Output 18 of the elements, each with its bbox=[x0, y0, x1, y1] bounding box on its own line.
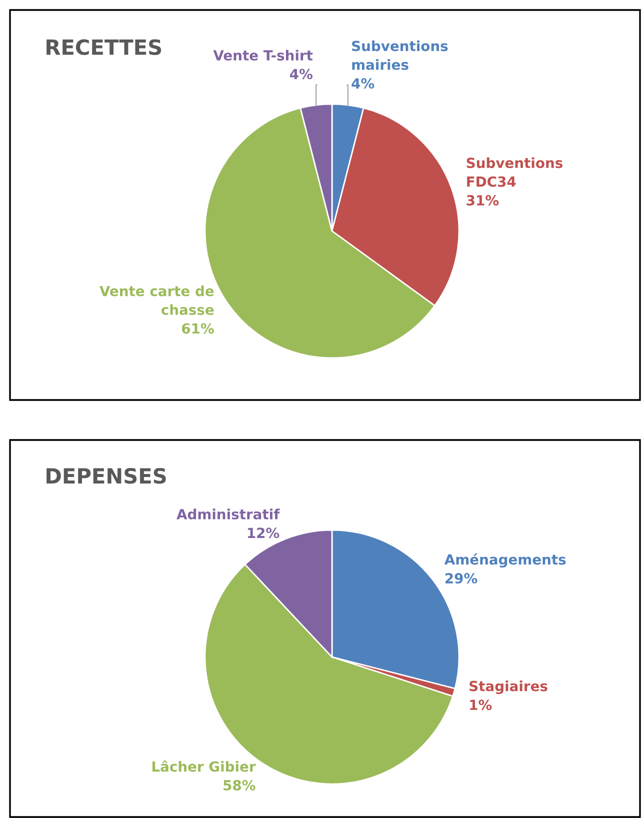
slice-label: Vente T-shirt bbox=[213, 50, 313, 61]
slice-label: Subventions FDC34 bbox=[466, 157, 562, 187]
chart-title: DEPENSES bbox=[46, 468, 166, 484]
data-label: 4% bbox=[290, 68, 313, 80]
data-label: 1% bbox=[470, 700, 492, 710]
slice-label: Administratif bbox=[176, 508, 280, 520]
data-label: 29% bbox=[445, 573, 478, 584]
data-label: 12% bbox=[248, 528, 280, 538]
data-label: 4% bbox=[352, 78, 374, 89]
chart-title: RECETTES bbox=[46, 39, 162, 56]
data-label: 58% bbox=[224, 780, 256, 790]
slice-label: Lâcher Gibier bbox=[152, 760, 256, 772]
data-label: 61% bbox=[182, 323, 214, 334]
slice-label: Vente carte de chasse bbox=[100, 286, 214, 315]
slice-label: Aménagements bbox=[444, 553, 566, 568]
slice-label: Subventions mairies bbox=[352, 40, 448, 70]
data-label: 31% bbox=[466, 195, 499, 206]
slice-label: Stagiaires bbox=[470, 680, 548, 694]
